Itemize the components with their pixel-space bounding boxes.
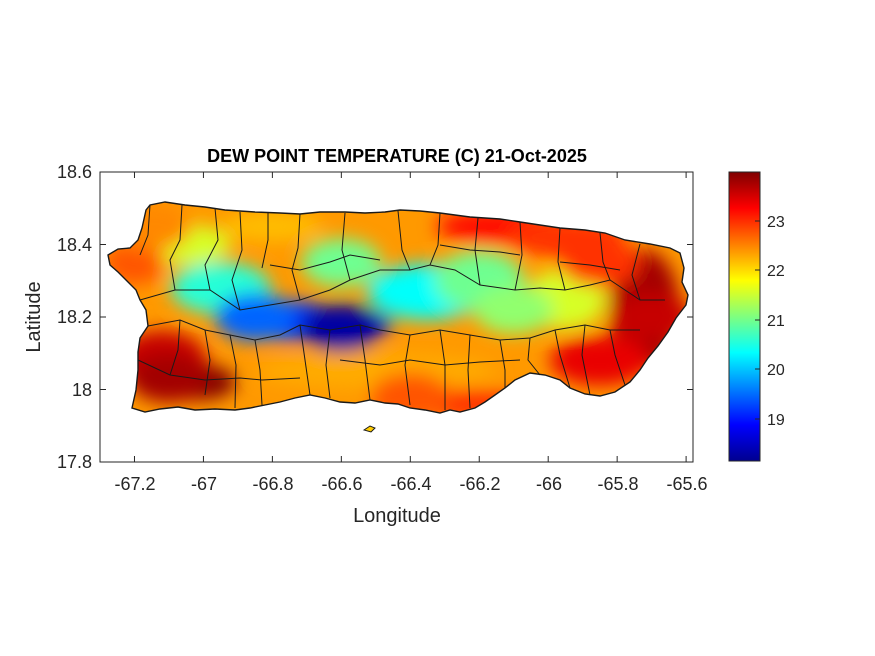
x-tick-label: -66.8 <box>252 474 293 494</box>
colorbar-tick-label: 19 <box>767 412 785 429</box>
chart-title: DEW POINT TEMPERATURE (C) 21-Oct-2025 <box>207 146 587 166</box>
municipality-boundary <box>499 339 506 388</box>
municipality-boundary <box>139 264 665 311</box>
municipality-boundary <box>467 334 471 409</box>
municipality-boundary <box>439 244 521 256</box>
municipality-boundary <box>269 254 381 271</box>
y-tick-label: 18 <box>72 380 92 400</box>
island-coastline <box>107 201 689 414</box>
x-tick-label: -66.6 <box>321 474 362 494</box>
municipality-boundary <box>339 359 521 366</box>
municipality-boundary <box>229 334 237 409</box>
municipality-boundary <box>397 210 411 271</box>
colorbar-tick-label: 20 <box>767 362 785 379</box>
municipality-boundary <box>139 204 151 256</box>
y-axis-label: Latitude <box>23 281 45 352</box>
municipality-boundary <box>325 329 331 399</box>
field-blob <box>255 353 496 390</box>
municipality-boundary <box>169 319 181 376</box>
x-tick-label: -66.4 <box>390 474 431 494</box>
colorbar-tick-label: 21 <box>767 313 785 330</box>
municipality-boundary <box>599 232 611 281</box>
municipality-boundary <box>231 211 243 311</box>
y-axis-ticks <box>100 171 693 463</box>
y-tick-label: 17.8 <box>57 452 92 472</box>
municipality-boundary <box>609 329 626 386</box>
x-tick-label: -67.2 <box>114 474 155 494</box>
field-blob <box>559 238 640 287</box>
municipality-boundary <box>169 204 183 291</box>
y-tick-label: 18.6 <box>57 162 92 182</box>
colorbar-tick-label: 23 <box>767 214 785 231</box>
municipality-boundary <box>581 324 591 396</box>
y-tick-label: 18.4 <box>57 235 92 255</box>
field-blob <box>128 354 209 403</box>
colorbar <box>728 171 761 462</box>
municipality-boundary <box>204 207 219 291</box>
municipality-boundary <box>559 261 621 271</box>
municipality-boundary <box>404 334 411 406</box>
municipality-boundaries <box>137 204 665 410</box>
field-blob <box>222 211 323 242</box>
field-blob <box>301 238 382 287</box>
field-blob <box>549 335 650 386</box>
municipality-boundary <box>204 329 211 396</box>
municipality-boundary <box>557 227 566 291</box>
municipality-boundary <box>137 359 301 381</box>
municipality-boundary <box>299 324 311 396</box>
dew-point-field <box>108 202 688 413</box>
colorbar-tick-label: 22 <box>767 263 785 280</box>
municipality-boundary <box>631 243 641 301</box>
y-tick-label: 18.2 <box>57 307 92 327</box>
caja-de-muertos-island <box>362 425 376 433</box>
municipality-boundary <box>254 339 263 406</box>
municipality-boundary <box>429 212 441 266</box>
municipality-boundary <box>527 337 541 376</box>
municipality-boundary <box>341 212 351 281</box>
colorbar-ticks <box>755 220 760 420</box>
field-blob <box>215 293 296 341</box>
x-tick-label: -65.6 <box>666 474 707 494</box>
x-tick-label: -67 <box>191 474 217 494</box>
x-axis-ticks <box>133 172 687 462</box>
field-blob <box>473 285 554 334</box>
municipality-boundary <box>291 213 301 301</box>
municipality-boundary <box>554 329 571 389</box>
municipality-boundary <box>359 324 371 401</box>
x-tick-label: -65.8 <box>597 474 638 494</box>
x-tick-label: -66 <box>536 474 562 494</box>
x-tick-label: -66.2 <box>459 474 500 494</box>
municipality-boundary <box>514 221 523 291</box>
x-axis-label: Longitude <box>353 505 441 527</box>
municipality-boundary <box>261 212 269 269</box>
